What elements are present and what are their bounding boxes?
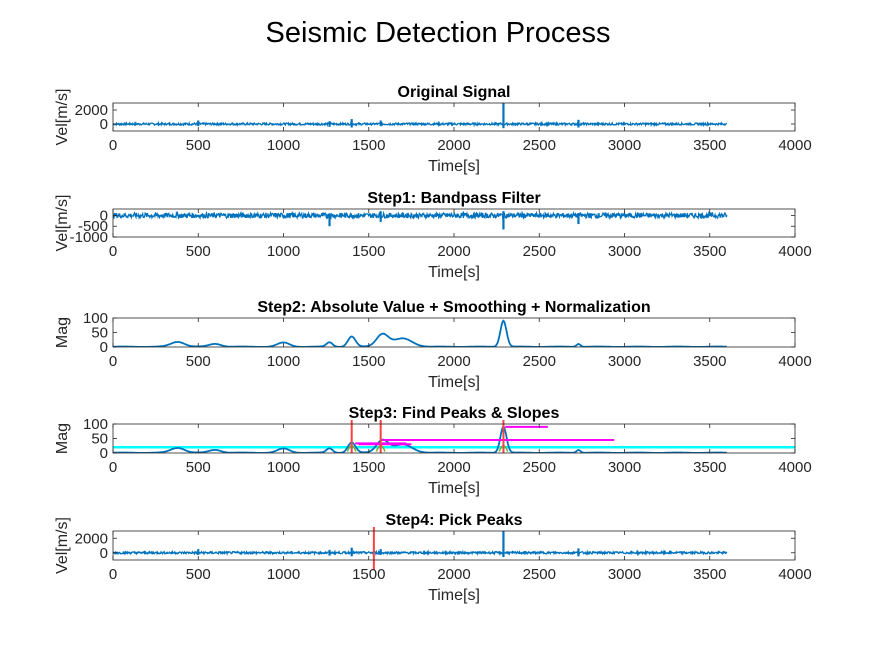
x-tick-label: 0 [109, 566, 117, 583]
y-tick-label: 0 [100, 445, 108, 462]
y-axis-label: Vel[m/s] [54, 195, 71, 252]
x-tick-label: 3000 [608, 566, 641, 583]
x-tick-label: 4000 [778, 459, 811, 476]
x-tick-label: 1000 [267, 353, 300, 370]
plot-area [113, 425, 795, 453]
x-tick-label: 3500 [693, 243, 726, 260]
x-tick-label: 2500 [523, 459, 556, 476]
x-tick-label: 3500 [693, 459, 726, 476]
signal-line [113, 549, 728, 557]
x-tick-label: 3500 [693, 137, 726, 154]
x-tick-label: 1000 [267, 137, 300, 154]
x-tick-label: 2000 [437, 566, 470, 583]
x-tick-label: 3000 [608, 353, 641, 370]
y-tick-label: 0 [100, 545, 108, 562]
signal-line [113, 120, 728, 128]
y-tick-label: -500 [78, 218, 108, 235]
figure-title: Seismic Detection Process [266, 17, 611, 49]
x-tick-label: 2500 [523, 137, 556, 154]
x-tick-label: 1500 [352, 566, 385, 583]
x-axis-label: Time[s] [428, 480, 480, 497]
x-tick-label: 3000 [608, 243, 641, 260]
x-tick-label: 3500 [693, 566, 726, 583]
y-axis-label: Vel[m/s] [54, 517, 71, 574]
x-tick-label: 500 [186, 353, 211, 370]
x-tick-label: 1000 [267, 459, 300, 476]
x-tick-label: 0 [109, 243, 117, 260]
y-axis-label: Mag [54, 423, 71, 454]
panel-title: Original Signal [398, 84, 511, 101]
signal-line [113, 319, 727, 347]
x-tick-label: 4000 [778, 243, 811, 260]
x-tick-label: 3500 [693, 353, 726, 370]
x-tick-label: 1000 [267, 243, 300, 260]
x-tick-label: 500 [186, 137, 211, 154]
y-tick-label: 0 [100, 339, 108, 356]
x-tick-label: 1500 [352, 459, 385, 476]
y-tick-label: 0 [100, 207, 108, 224]
plot-area [113, 103, 728, 129]
panel-2: Step1: Bandpass Filter 0 500 1000 1500 2000 25… [54, 190, 812, 281]
x-tick-label: 4000 [778, 353, 811, 370]
axes-box [112, 317, 796, 348]
panel-1: Original Signal 0 500 1000 1500 2000 2500 3000 3… [54, 84, 812, 175]
plot-area [113, 210, 728, 230]
y-tick-label: 2000 [75, 530, 108, 547]
y-axis-label: Mag [54, 317, 71, 348]
panel-title: Step4: Pick Peaks [386, 512, 523, 529]
axes-box [112, 423, 796, 454]
x-tick-label: 3000 [608, 459, 641, 476]
plot-area [113, 319, 727, 347]
x-tick-label: 2500 [523, 353, 556, 370]
x-tick-label: 1500 [352, 243, 385, 260]
panel-3: Step2: Absolute Value + Smoothing + Norm… [54, 299, 812, 391]
panel-title: Step2: Absolute Value + Smoothing + Norm… [257, 299, 650, 316]
x-axis-label: Time[s] [428, 158, 480, 175]
plot-area [113, 531, 728, 558]
y-tick-label: 100 [83, 416, 108, 433]
axes-box [112, 102, 796, 132]
panel-5: Step4: Pick Peaks 0 500 1000 1500 2000 2500 300… [54, 512, 812, 604]
x-tick-label: 4000 [778, 566, 811, 583]
x-axis-label: Time[s] [428, 264, 480, 281]
x-tick-label: 4000 [778, 137, 811, 154]
y-tick-label: 50 [91, 431, 108, 448]
x-tick-label: 1500 [352, 353, 385, 370]
y-axis-label: Vel[m/s] [54, 89, 71, 146]
y-tick-label: -1000 [70, 229, 108, 246]
x-tick-label: 2500 [523, 243, 556, 260]
x-tick-label: 1000 [267, 566, 300, 583]
y-tick-label: 2000 [75, 102, 108, 119]
axes-box [112, 530, 796, 561]
signal-line [113, 210, 728, 221]
x-tick-label: 2000 [437, 459, 470, 476]
y-tick-label: 0 [100, 116, 108, 133]
x-tick-label: 3000 [608, 137, 641, 154]
x-tick-label: 2000 [437, 243, 470, 260]
panel-title: Step1: Bandpass Filter [367, 190, 540, 207]
panel-title: Step3: Find Peaks & Slopes [349, 405, 560, 422]
x-tick-label: 500 [186, 459, 211, 476]
x-tick-label: 2500 [523, 566, 556, 583]
x-axis-label: Time[s] [428, 374, 480, 391]
y-tick-label: 50 [91, 325, 108, 342]
x-tick-label: 0 [109, 353, 117, 370]
x-tick-label: 2000 [437, 137, 470, 154]
x-tick-label: 500 [186, 566, 211, 583]
x-tick-label: 500 [186, 243, 211, 260]
x-tick-label: 1500 [352, 137, 385, 154]
x-tick-label: 0 [109, 137, 117, 154]
x-axis-label: Time[s] [428, 587, 480, 604]
y-tick-label: 100 [83, 310, 108, 327]
x-tick-label: 2000 [437, 353, 470, 370]
x-tick-label: 0 [109, 459, 117, 476]
